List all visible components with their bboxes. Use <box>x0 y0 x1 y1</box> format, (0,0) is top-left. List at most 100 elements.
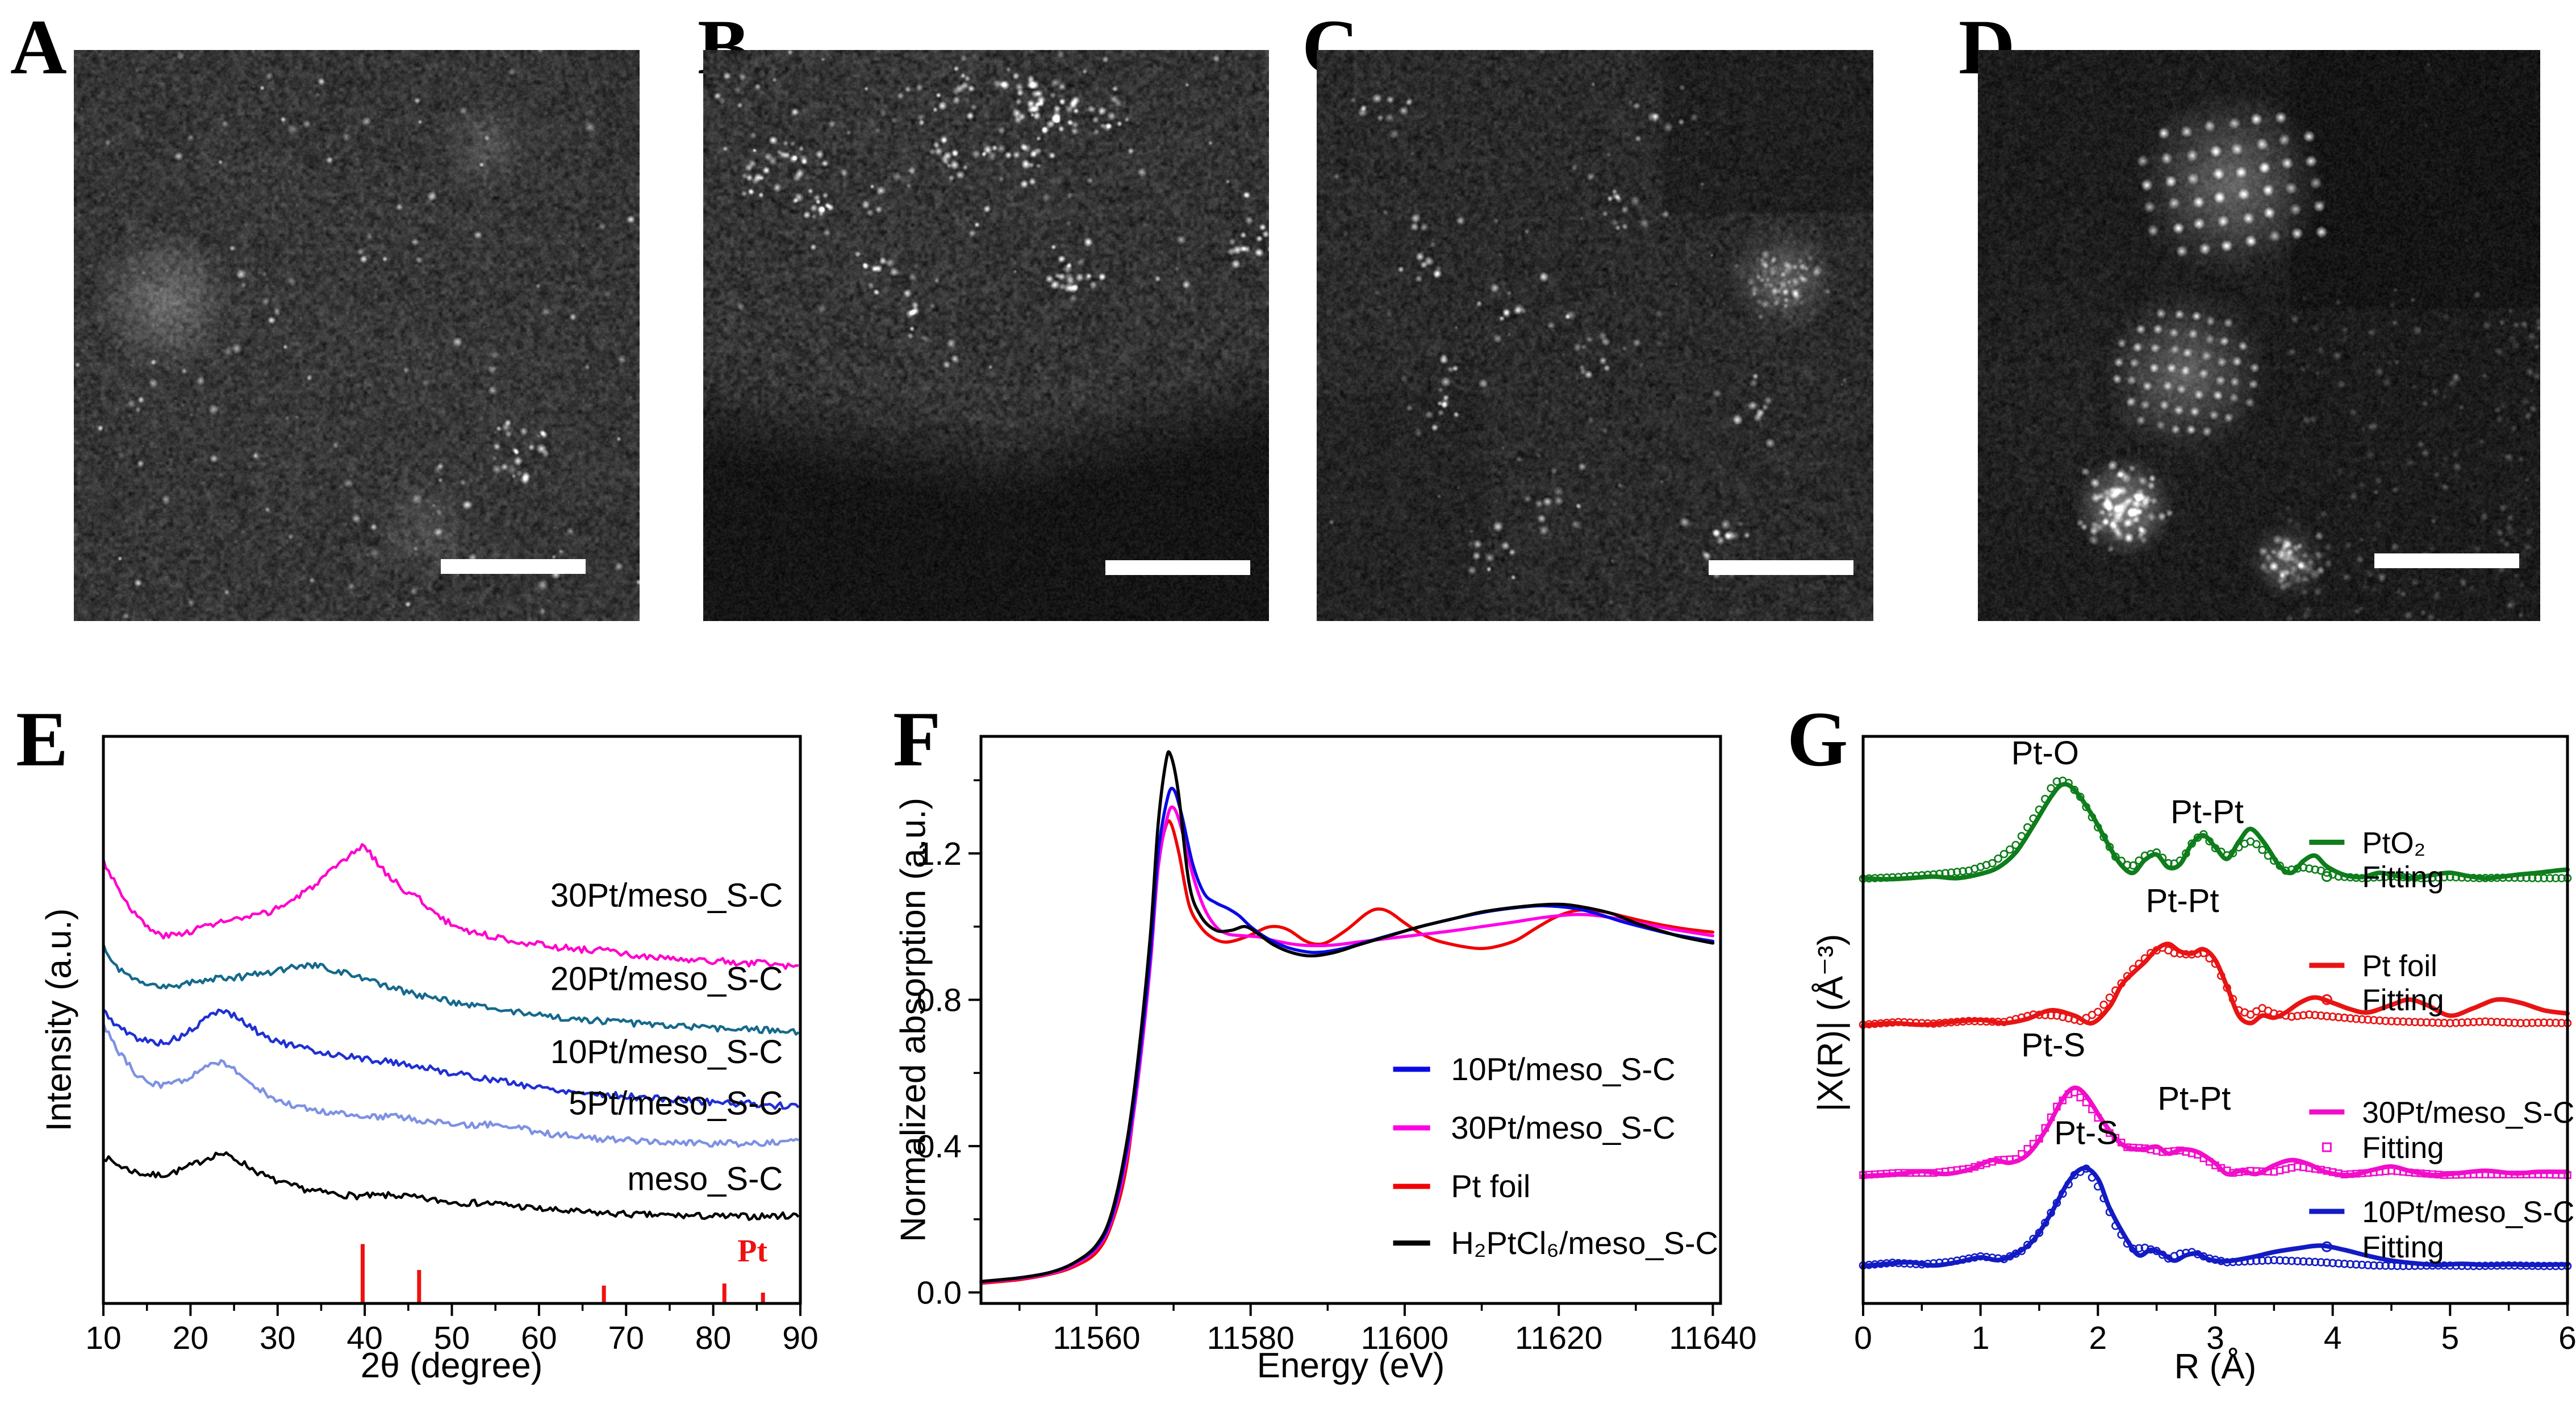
fitting-marker <box>2364 1261 2372 1269</box>
panel-label-a: A <box>10 3 67 90</box>
fitting-marker <box>2504 1018 2513 1027</box>
fitting-marker <box>2481 1017 2490 1026</box>
fitting-marker <box>1999 849 2009 859</box>
fitting-marker <box>2452 1018 2460 1027</box>
legend-marker-square <box>2322 1142 2332 1152</box>
series-10Pt/meso_S-C <box>979 786 1715 1284</box>
fitting-marker <box>2305 1010 2314 1019</box>
legend-marker-circle <box>2321 994 2332 1005</box>
stem-image-a <box>74 50 640 621</box>
xanes-x-axis-title: Energy (eV) <box>1256 1346 1445 1385</box>
fitting-marker <box>2094 1007 2102 1016</box>
fitting-marker <box>2534 1018 2542 1027</box>
fitting-marker <box>2293 1011 2302 1020</box>
fitting-marker <box>2358 1015 2366 1024</box>
fitting-marker <box>2381 1016 2390 1026</box>
legend-label: PtO₂ <box>2362 826 2425 860</box>
fitting-marker <box>2440 1019 2449 1027</box>
legend-label: 10Pt/meso_S-C <box>2362 1195 2574 1229</box>
fitting-marker <box>2346 1260 2354 1269</box>
annotation: Pt-S <box>2054 1114 2118 1151</box>
fitting-marker <box>2375 1261 2384 1270</box>
legend-marker-circle <box>2321 1241 2332 1252</box>
fitting-marker <box>2334 1013 2343 1022</box>
panel-label-f: F <box>893 695 941 782</box>
fitting-marker <box>2464 1018 2472 1027</box>
stem-image-c <box>1317 50 1873 621</box>
x-tick-label: 90 <box>782 1320 818 1356</box>
annotation: Pt <box>737 1234 767 1269</box>
xrd-y-axis-title: Intensity (a.u.) <box>39 908 79 1132</box>
series-30Pt/meso_S-C <box>1861 1085 2570 1178</box>
fitting-marker <box>2411 1018 2419 1027</box>
fitting-marker <box>2316 1011 2326 1020</box>
series-20Pt/meso_S-C <box>102 944 800 1036</box>
fitting-marker <box>2422 1018 2431 1027</box>
fitting-marker <box>2393 1017 2402 1026</box>
annotation: Pt-O <box>2011 735 2079 772</box>
fitting-marker <box>2334 1259 2343 1268</box>
fitting-marker <box>2522 1019 2531 1027</box>
fitting-marker <box>2545 1018 2554 1027</box>
legend-label: H₂PtCl₆/meso_S-C <box>1451 1225 1718 1261</box>
fitting-marker <box>2270 1256 2278 1265</box>
fitting-marker <box>2557 874 2566 882</box>
x-tick-label: 11640 <box>1669 1320 1756 1356</box>
fitting-marker <box>2381 1261 2390 1270</box>
fitting-marker <box>2552 1018 2560 1027</box>
fitting-marker <box>2469 1018 2478 1027</box>
x-tick-label: 0 <box>1854 1320 1872 1356</box>
series-PtO₂ <box>1861 782 2570 882</box>
legend-label: Pt foil <box>2362 949 2437 983</box>
x-tick-label: 1 <box>1972 1320 1990 1356</box>
series-10Pt/meso_S-C <box>1861 1165 2570 1269</box>
fitting-marker <box>2369 1261 2378 1270</box>
fitting-marker <box>2293 1257 2302 1265</box>
x-tick-label: 5 <box>2441 1320 2459 1356</box>
fitting-marker <box>2287 1256 2296 1265</box>
y-tick-label: 0.4 <box>917 1128 962 1165</box>
fitting-marker <box>2387 1016 2396 1026</box>
fitting-marker <box>2428 1018 2437 1027</box>
exafs-x-axis-title: R (Å) <box>2174 1347 2257 1386</box>
fitting-marker <box>2281 1256 2290 1265</box>
fitting-marker <box>2369 1016 2378 1024</box>
fitting-marker <box>2299 1011 2308 1020</box>
fitting-marker <box>2258 845 2266 855</box>
x-tick-label: 3 <box>2206 1320 2224 1356</box>
fitting-marker <box>2052 777 2061 786</box>
y-tick-label: 1.2 <box>917 836 962 872</box>
stem-image-d <box>1978 50 2540 621</box>
x-tick-label: 10 <box>85 1320 121 1356</box>
stem-image-b <box>703 50 1269 621</box>
annotation: Pt-S <box>2021 1027 2085 1064</box>
x-tick-label: 50 <box>434 1320 470 1356</box>
fitting-marker <box>2516 1019 2525 1027</box>
annotation: 5Pt/meso_S-C <box>569 1085 783 1122</box>
x-tick-label: 20 <box>173 1320 208 1356</box>
series-30Pt/meso_S-C <box>102 843 799 970</box>
scale-bar-d <box>2374 553 2519 568</box>
fitting-marker <box>2540 874 2548 882</box>
fitting-marker <box>2006 845 2014 854</box>
xanes-chart: 11560 11580 11600 11620 11640 0.0 0.4 0.8 1.2 10P… <box>917 735 1757 1356</box>
fitting-marker <box>2340 1260 2349 1268</box>
fitting-marker <box>2323 1012 2331 1020</box>
y-tick-label: 0.8 <box>917 982 962 1019</box>
fitting-marker <box>2540 1018 2548 1027</box>
fitting-marker <box>2311 1257 2319 1266</box>
fitting-marker <box>1988 859 1997 868</box>
x-tick-label: 11620 <box>1515 1320 1602 1356</box>
x-tick-label: 2 <box>2089 1320 2107 1356</box>
legend-label: Pt foil <box>1451 1168 1530 1204</box>
fitting-marker <box>2076 1093 2085 1102</box>
fitting-marker <box>2299 1257 2308 1266</box>
fitting-marker <box>2528 1018 2537 1027</box>
fitting-marker <box>2252 840 2261 848</box>
fitting-marker <box>2287 1013 2296 1021</box>
x-tick-label: 80 <box>695 1320 731 1356</box>
series-10Pt/meso_S-C <box>102 1009 800 1110</box>
fitting-marker <box>2135 1244 2143 1253</box>
annotation: Pt-Pt <box>2157 1080 2231 1117</box>
